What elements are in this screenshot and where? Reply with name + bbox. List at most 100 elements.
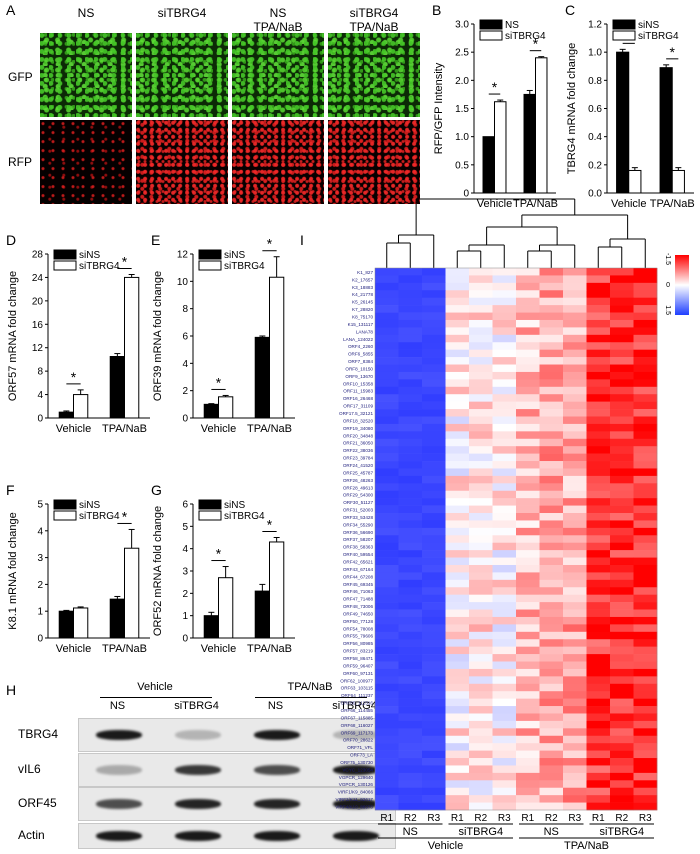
y-tick-label: 16	[32, 320, 44, 331]
heatmap-cell	[445, 305, 470, 313]
heatmap-cell	[539, 802, 564, 811]
heatmap-cell	[539, 371, 564, 380]
heatmap-cell	[563, 668, 587, 677]
heatmap-cell	[516, 564, 540, 573]
heatmap-cell	[469, 364, 493, 373]
heatmap-cell	[469, 483, 493, 492]
heatmap-cell	[445, 475, 470, 484]
heatmap-cell	[516, 535, 540, 544]
heatmap-cell	[563, 557, 587, 566]
heatmap-cell	[469, 498, 493, 506]
heatmap-cell	[492, 394, 517, 402]
heatmap-cell	[469, 305, 493, 313]
heatmap-cell	[469, 312, 493, 321]
heatmap-cell	[469, 557, 493, 566]
heatmap-cell	[445, 624, 470, 633]
heatmap-cell	[469, 386, 493, 395]
gene-label: ORF43_67164	[343, 567, 374, 572]
heatmap-cell	[398, 698, 423, 707]
heatmap-cell	[492, 616, 517, 625]
heatmap-cell	[398, 282, 423, 291]
heatmap-cell	[610, 475, 634, 484]
heatmap-cell	[610, 468, 634, 477]
heatmap-cell	[492, 379, 517, 388]
heatmap-cell	[539, 535, 564, 544]
bar	[671, 169, 685, 194]
heatmap-cell	[516, 349, 540, 358]
heatmap-cell	[492, 765, 517, 774]
heatmap-cell	[610, 802, 634, 811]
heatmap-cell	[398, 594, 423, 603]
heatmap-cell	[610, 550, 634, 558]
heatmap-cell	[586, 475, 611, 484]
heatmap-cell	[563, 602, 587, 610]
micrograph-rfp-sitbrg4-tpa	[328, 120, 420, 204]
gene-label: ORF56_80985	[343, 641, 374, 646]
heatmap-cell	[445, 787, 470, 796]
heatmap-cell	[469, 319, 493, 328]
heatmap-cell	[398, 342, 423, 350]
heatmap-cell	[422, 527, 446, 536]
heatmap-cell	[398, 661, 423, 670]
heatmap-cell	[539, 787, 564, 796]
heatmap-cell	[610, 438, 634, 447]
heatmap-cell	[633, 683, 658, 692]
heatmap-cell	[610, 587, 634, 595]
bar	[73, 607, 89, 639]
significance-star: *	[71, 369, 77, 385]
heatmap-cell	[398, 772, 423, 781]
heatmap-cell	[422, 371, 446, 380]
heatmap-cell	[375, 513, 399, 521]
heatmap-cell	[633, 550, 658, 558]
heatmap-cell	[539, 602, 564, 610]
heatmap-cell	[563, 342, 587, 350]
heatmap-cell	[586, 446, 611, 454]
heatmap-cell	[516, 587, 540, 595]
heatmap-cell	[516, 379, 540, 388]
gene-label: K5_26145	[352, 300, 373, 305]
heatmap-cell	[398, 371, 423, 380]
blot-group-tpa: TPA/NaB	[287, 681, 333, 693]
heatmap-cell	[633, 676, 658, 685]
replicate-label: R3	[427, 813, 440, 824]
heatmap-cell	[375, 572, 399, 581]
heatmap-cell	[586, 364, 611, 373]
heatmap-cell	[492, 572, 517, 581]
heatmap-cell	[563, 765, 587, 774]
gene-label: ORF47_71488	[343, 597, 374, 602]
heatmap-cell	[586, 409, 611, 417]
gene-label: ORF65_112316	[341, 701, 374, 706]
chart-d: 0 4 8 12 16 20 24 28 ORF57 mRNA fold change * Vehi…	[7, 249, 150, 435]
heatmap-cell	[492, 683, 517, 692]
heatmap-cell	[563, 305, 587, 313]
blot-group-tpa-line	[255, 697, 367, 698]
replicate-label: R1	[592, 813, 605, 824]
heatmap-cell	[516, 401, 540, 410]
heatmap-cell	[563, 743, 587, 751]
heatmap-cell	[422, 646, 446, 655]
significance-star: *	[216, 546, 222, 562]
heatmap-cell	[610, 275, 634, 284]
heatmap-cell	[492, 787, 517, 796]
heatmap-cell	[633, 342, 658, 350]
heatmap-cell	[516, 550, 540, 558]
heatmap-cell	[469, 438, 493, 447]
col-header-ns-tpa: NS TPA/NaB	[253, 6, 303, 34]
heatmap-cell	[422, 312, 446, 321]
heatmap-cell	[586, 572, 611, 581]
gene-label: ORF24_41520	[343, 463, 374, 468]
heatmap-cell	[375, 483, 399, 492]
heatmap-cell	[492, 795, 517, 803]
heatmap-cell	[586, 654, 611, 662]
heatmap-cell	[422, 394, 446, 402]
heatmap-cell	[492, 297, 517, 306]
heatmap-cell	[422, 631, 446, 640]
heatmap-cell	[445, 327, 470, 336]
heatmap-cell	[375, 631, 399, 640]
heatmap-cell	[516, 646, 540, 655]
heatmap-cell	[398, 490, 423, 499]
heatmap-cell	[539, 446, 564, 454]
heatmap-cell	[586, 802, 611, 811]
heatmap-cell	[563, 750, 587, 759]
heatmap-cell	[469, 780, 493, 789]
